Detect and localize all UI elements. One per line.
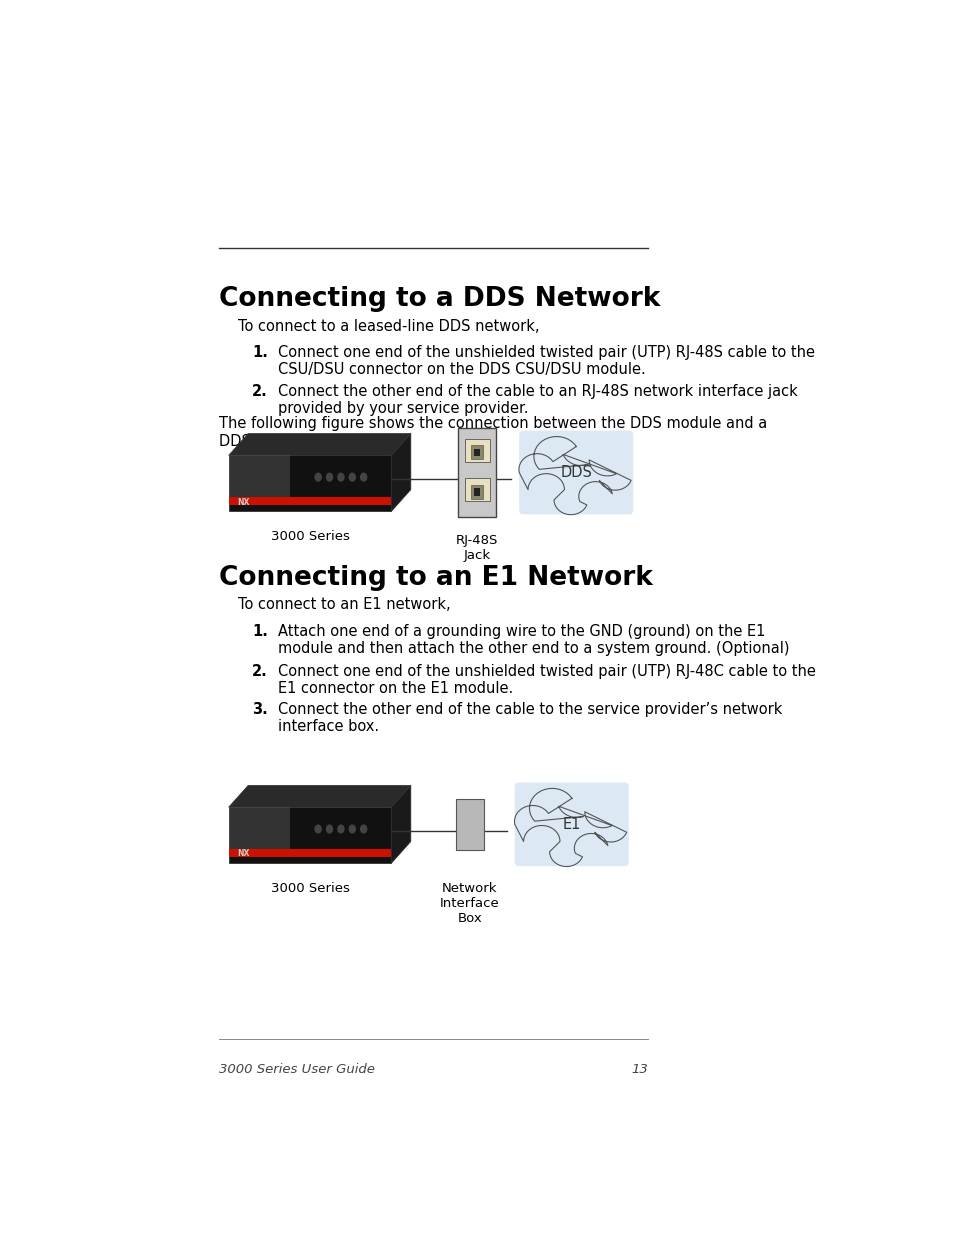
Ellipse shape: [527, 473, 564, 505]
Circle shape: [326, 473, 333, 482]
FancyBboxPatch shape: [471, 485, 482, 499]
Ellipse shape: [578, 482, 612, 511]
Polygon shape: [229, 456, 290, 498]
Text: 3.: 3.: [252, 701, 268, 716]
Text: 3000 Series User Guide: 3000 Series User Guide: [219, 1063, 375, 1076]
FancyBboxPatch shape: [464, 478, 489, 501]
FancyBboxPatch shape: [229, 850, 391, 857]
Text: Connect one end of the unshielded twisted pair (UTP) RJ-48S cable to the
CSU/DSU: Connect one end of the unshielded twiste…: [278, 345, 815, 378]
Polygon shape: [391, 785, 411, 863]
Circle shape: [314, 825, 321, 832]
Text: Connect the other end of the cable to the service provider’s network
interface b: Connect the other end of the cable to th…: [278, 701, 781, 734]
FancyBboxPatch shape: [518, 431, 633, 514]
Text: 1.: 1.: [252, 624, 268, 638]
Circle shape: [337, 473, 344, 482]
Text: Connect the other end of the cable to an RJ-48S network interface jack
provided : Connect the other end of the cable to an…: [278, 384, 797, 416]
Ellipse shape: [554, 485, 587, 515]
Ellipse shape: [584, 795, 620, 827]
Text: To connect to an E1 network,: To connect to an E1 network,: [237, 597, 450, 613]
Ellipse shape: [598, 461, 632, 490]
Text: NX: NX: [237, 850, 250, 858]
FancyBboxPatch shape: [457, 427, 496, 517]
Ellipse shape: [593, 813, 627, 842]
Ellipse shape: [518, 453, 555, 485]
Text: NX: NX: [237, 498, 250, 506]
Ellipse shape: [537, 447, 615, 498]
Circle shape: [349, 473, 355, 482]
Circle shape: [349, 825, 355, 832]
Ellipse shape: [523, 825, 559, 857]
FancyBboxPatch shape: [456, 799, 483, 850]
Ellipse shape: [549, 837, 583, 867]
Polygon shape: [391, 433, 411, 511]
Circle shape: [360, 473, 366, 482]
Circle shape: [314, 473, 321, 482]
Text: 3000 Series: 3000 Series: [271, 531, 349, 543]
FancyBboxPatch shape: [471, 446, 482, 459]
Polygon shape: [229, 808, 290, 850]
Ellipse shape: [557, 783, 596, 818]
Ellipse shape: [534, 436, 578, 477]
FancyBboxPatch shape: [229, 808, 391, 863]
Text: DDS: DDS: [559, 464, 592, 480]
Ellipse shape: [532, 799, 610, 850]
Polygon shape: [229, 433, 411, 456]
Ellipse shape: [561, 431, 600, 466]
Polygon shape: [229, 785, 411, 808]
FancyBboxPatch shape: [474, 448, 479, 456]
Text: To connect to a leased-line DDS network,: To connect to a leased-line DDS network,: [237, 320, 538, 335]
Text: RJ-48S
Jack: RJ-48S Jack: [456, 535, 497, 562]
Text: The following figure shows the connection between the DDS module and a
DDS netwo: The following figure shows the connectio…: [219, 416, 766, 448]
Text: 13: 13: [631, 1063, 647, 1076]
FancyBboxPatch shape: [515, 783, 628, 866]
Text: 2.: 2.: [252, 384, 268, 399]
Text: Connecting to a DDS Network: Connecting to a DDS Network: [219, 287, 659, 312]
Text: Network
Interface
Box: Network Interface Box: [439, 882, 499, 925]
Text: 1.: 1.: [252, 345, 268, 361]
FancyBboxPatch shape: [464, 438, 489, 462]
Circle shape: [337, 825, 344, 832]
Text: Attach one end of a grounding wire to the GND (ground) on the E1
module and then: Attach one end of a grounding wire to th…: [278, 624, 789, 656]
Ellipse shape: [589, 443, 625, 475]
Text: 3000 Series: 3000 Series: [271, 882, 349, 895]
Ellipse shape: [574, 834, 607, 863]
Circle shape: [360, 825, 366, 832]
FancyBboxPatch shape: [474, 488, 479, 495]
Text: Connect one end of the unshielded twisted pair (UTP) RJ-48C cable to the
E1 conn: Connect one end of the unshielded twiste…: [278, 663, 815, 697]
Ellipse shape: [529, 788, 575, 829]
Text: 2.: 2.: [252, 663, 268, 678]
Circle shape: [326, 825, 333, 832]
FancyBboxPatch shape: [229, 498, 391, 505]
FancyBboxPatch shape: [229, 456, 391, 511]
Ellipse shape: [514, 805, 550, 837]
Text: Connecting to an E1 Network: Connecting to an E1 Network: [219, 564, 652, 590]
Text: E1: E1: [562, 816, 580, 832]
